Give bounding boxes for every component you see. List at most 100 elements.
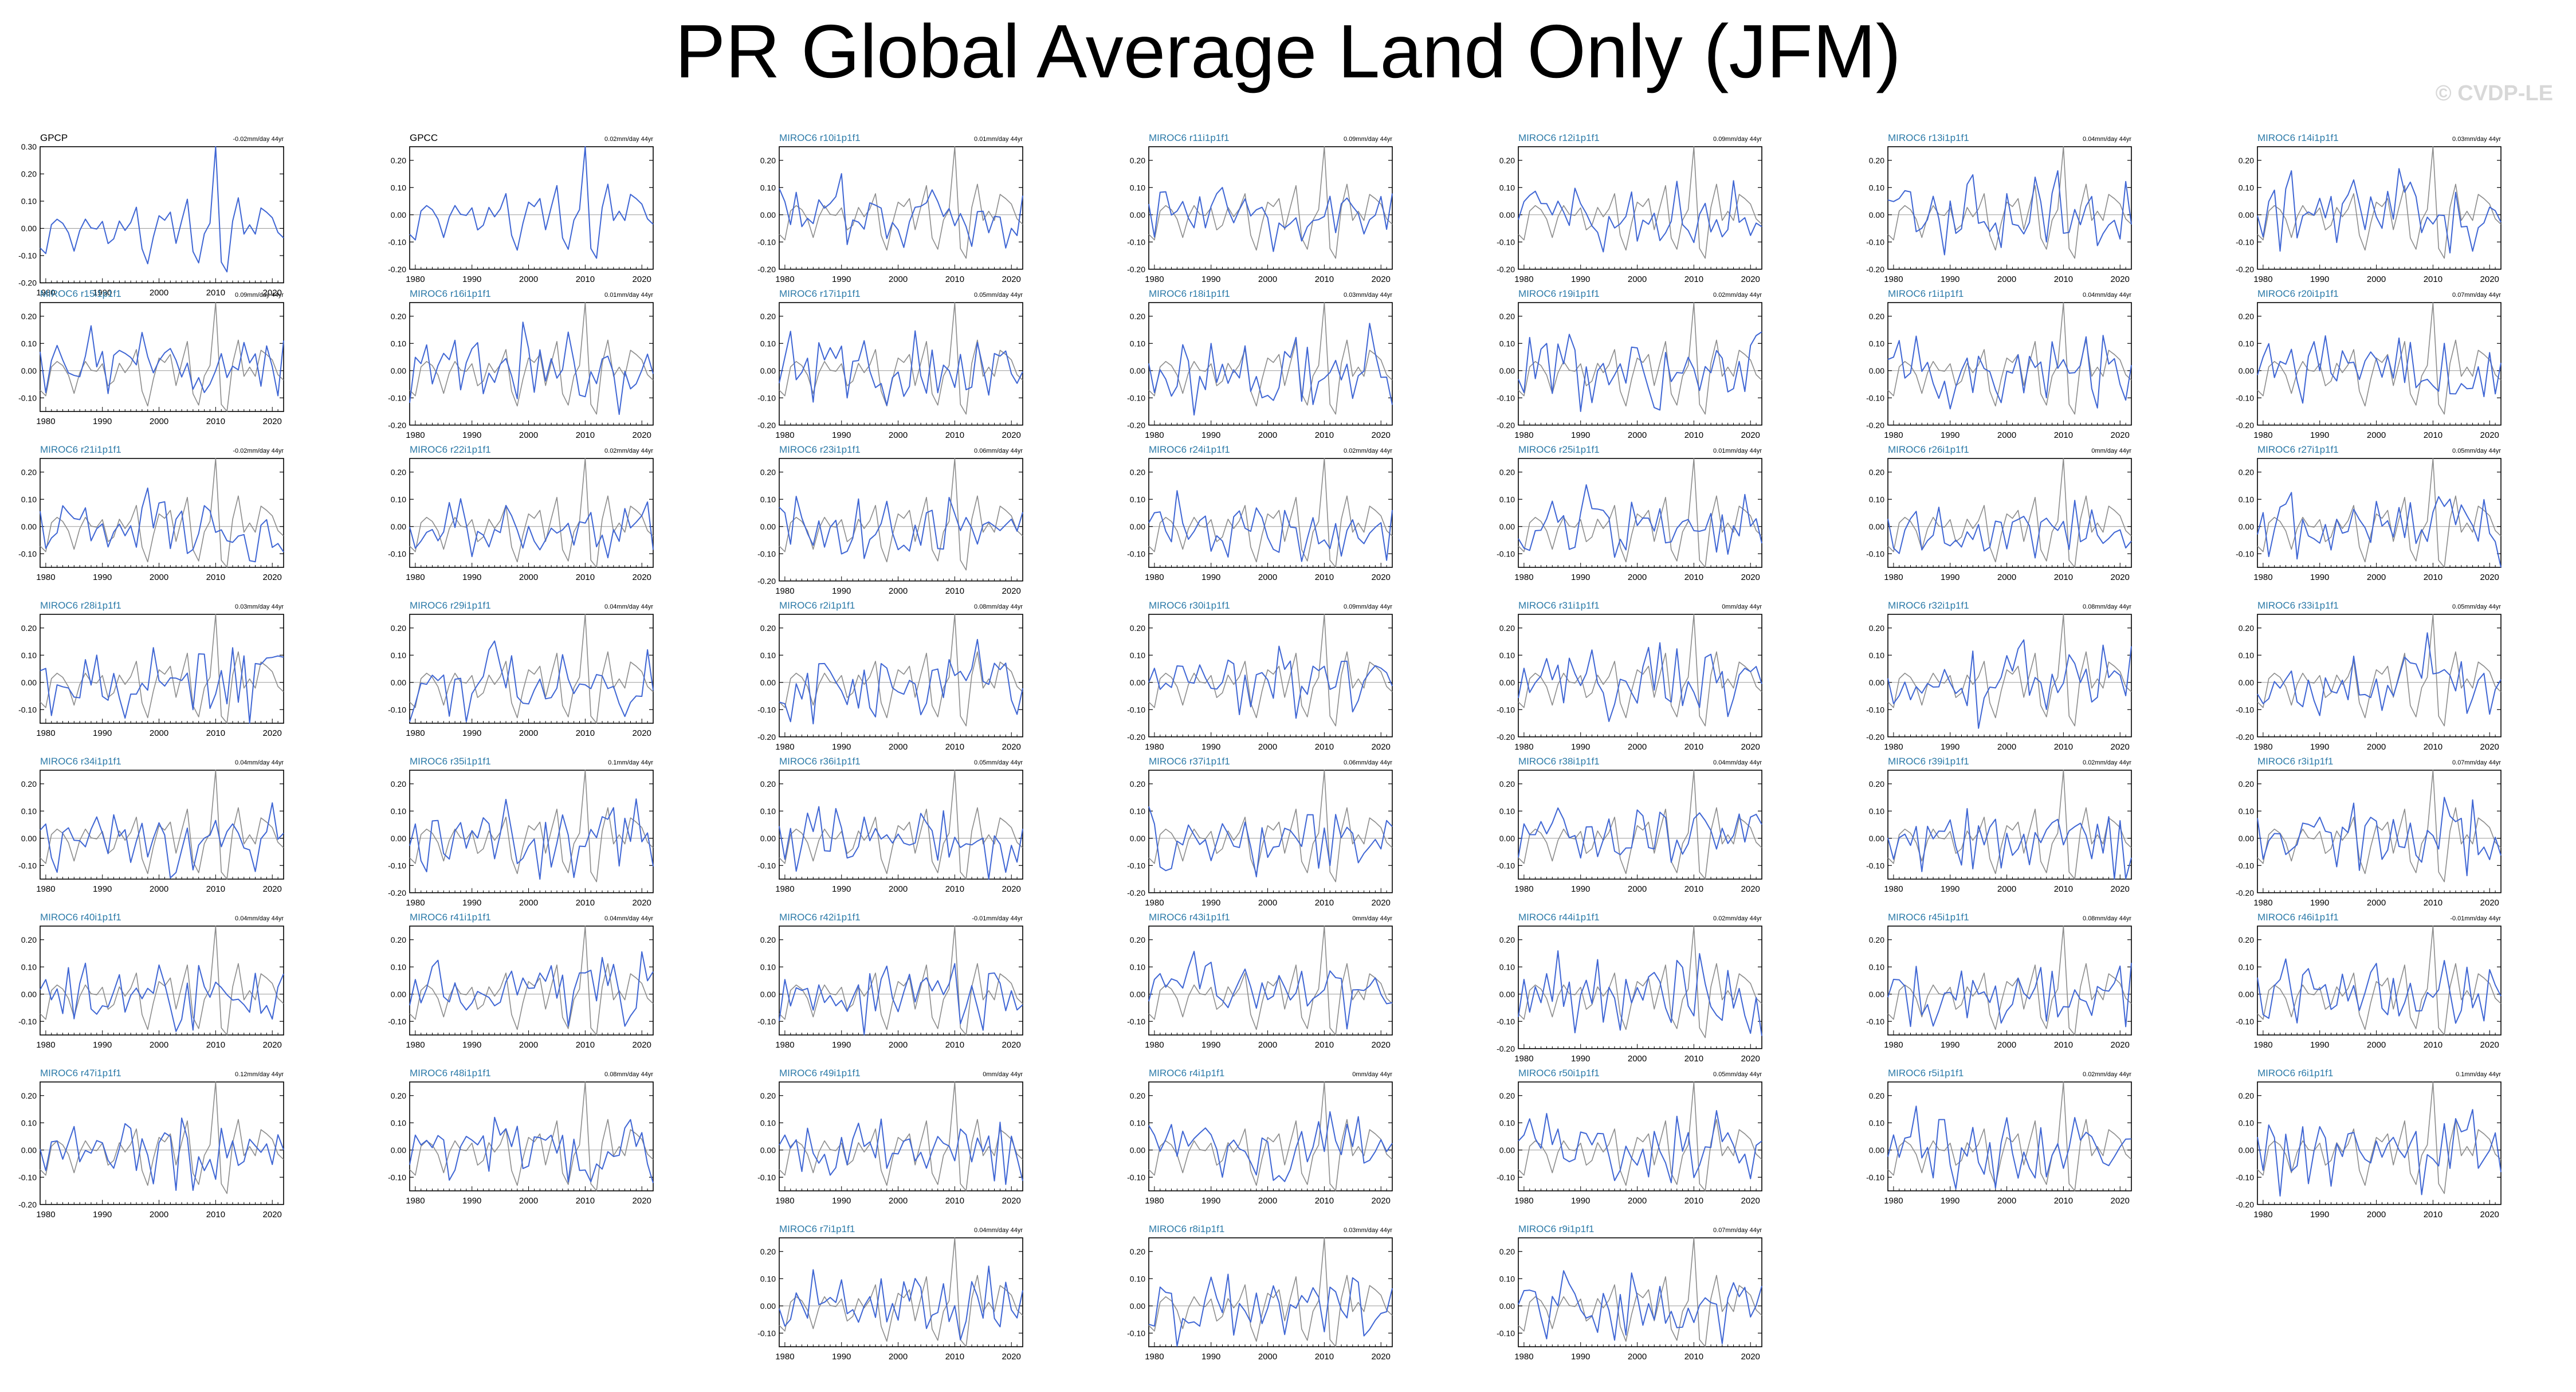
x-tick-label: 1990 (832, 275, 851, 284)
y-tick-label: 0.10 (1499, 495, 1515, 504)
x-tick-label: 1980 (1145, 1040, 1164, 1050)
trend-label: -0.02mm/day 44yr (233, 136, 284, 143)
panel-title: MIROC6 r43i1p1f1 (1149, 912, 1230, 923)
reference-series-line (409, 1081, 654, 1191)
y-tick-label: -0.10 (388, 549, 406, 558)
x-tick-label: 1980 (1514, 1352, 1533, 1362)
plot-frame (1148, 614, 1393, 738)
plot-frame (1148, 1237, 1393, 1347)
panel-title: MIROC6 r31i1p1f1 (1518, 600, 1600, 611)
x-tick-label: 2000 (1997, 275, 2016, 284)
panel-title: MIROC6 r2i1p1f1 (779, 600, 855, 611)
y-tick-label: 0.10 (760, 962, 776, 971)
trend-label: 0mm/day 44yr (1722, 603, 1762, 610)
y-tick-label: -0.10 (757, 1017, 776, 1026)
panel-14: MIROC6 r21i1p1f1 -0.02mm/day 44yr 0.20 0.10… (18, 444, 284, 582)
trend-label: 0.01mm/day 44yr (604, 292, 653, 299)
y-tick-label: -0.10 (1127, 237, 1145, 246)
plot-frame (1518, 1081, 1762, 1191)
x-tick-label: 1990 (2310, 742, 2329, 752)
reference-series-line (779, 614, 1023, 727)
y-tick-label: 0.00 (2239, 210, 2254, 219)
model-series-line (40, 1117, 284, 1191)
model-series-line (779, 496, 1023, 559)
x-tick-label: 2000 (519, 573, 538, 582)
x-tick-label: 1980 (1145, 742, 1164, 752)
x-tick-label: 2000 (2367, 1040, 2386, 1050)
y-tick-label: 0.20 (391, 312, 406, 321)
reference-series-line (779, 1237, 1023, 1347)
panel-title: MIROC6 r21i1p1f1 (40, 444, 121, 455)
trend-label: 0.09mm/day 44yr (1344, 603, 1392, 610)
x-tick-label: 2020 (1372, 573, 1391, 582)
y-tick-label: 0.00 (1869, 678, 1884, 687)
panel-7: MIROC6 r15i1p1f1 0.09mm/day 44yr 0.20 0.10 0… (18, 288, 284, 426)
panel-title: MIROC6 r46i1p1f1 (2257, 912, 2339, 923)
y-tick-label: 0.20 (1499, 779, 1515, 789)
y-tick-label: 0.10 (2239, 495, 2254, 504)
x-tick-label: 2020 (2480, 275, 2499, 284)
plot-frame (2257, 614, 2502, 738)
x-tick-label: 2020 (1002, 275, 1021, 284)
x-tick-label: 2000 (1258, 898, 1277, 908)
reference-series-line (1887, 770, 2132, 880)
y-tick-label: 0.10 (1499, 1274, 1515, 1283)
x-tick-label: 2010 (2054, 573, 2073, 582)
x-tick-label: 2010 (945, 1040, 964, 1050)
plot-frame (779, 770, 1023, 880)
panel-title: MIROC6 r27i1p1f1 (2257, 444, 2339, 455)
reference-series-line (1148, 146, 1393, 259)
y-tick-label: -0.10 (388, 1173, 406, 1182)
x-tick-label: 1990 (462, 275, 481, 284)
panel-31: MIROC6 r37i1p1f1 0.06mm/day 44yr 0.20 0.10 0… (1127, 756, 1393, 908)
y-tick-label: 0.20 (21, 779, 37, 789)
x-tick-label: 2020 (633, 1196, 651, 1206)
y-tick-label: 0.20 (1130, 1247, 1145, 1256)
y-tick-label: 0.20 (760, 1091, 776, 1100)
x-tick-label: 2010 (2424, 1040, 2443, 1050)
y-tick-label: 0.20 (760, 935, 776, 944)
plot-frame (779, 614, 1023, 738)
x-tick-label: 1990 (93, 728, 112, 738)
x-tick-label: 1980 (36, 417, 55, 426)
y-tick-label: 0.00 (21, 1146, 37, 1155)
x-tick-label: 1990 (1201, 430, 1220, 440)
x-tick-label: 2000 (150, 573, 168, 582)
x-tick-label: 2000 (1258, 573, 1277, 582)
panel-2: MIROC6 r10i1p1f1 0.01mm/day 44yr 0.20 0.10 0… (757, 132, 1023, 284)
y-tick-label: -0.10 (1127, 705, 1145, 714)
y-tick-label: 0.10 (21, 650, 37, 660)
panel-43: MIROC6 r48i1p1f1 0.08mm/day 44yr 0.20 0.10 0… (388, 1068, 654, 1206)
panel-title: MIROC6 r26i1p1f1 (1888, 444, 1969, 455)
y-tick-label: 0.00 (2239, 366, 2254, 375)
model-series-line (1518, 484, 1762, 558)
x-tick-label: 2000 (1997, 884, 2016, 894)
y-tick-label: -0.20 (388, 888, 406, 897)
y-tick-label: 0.00 (1499, 210, 1515, 219)
y-tick-label: -0.10 (757, 549, 776, 558)
x-tick-label: 1990 (1201, 898, 1220, 908)
panel-title: MIROC6 r34i1p1f1 (40, 756, 121, 767)
x-tick-label: 2010 (206, 417, 225, 426)
y-tick-label: -0.20 (2236, 421, 2254, 430)
panel-29: MIROC6 r35i1p1f1 0.1mm/day 44yr 0.20 0.10 0.… (388, 756, 654, 908)
y-tick-label: 0.00 (1869, 834, 1884, 843)
x-tick-label: 1990 (462, 430, 481, 440)
y-tick-label: 0.20 (760, 468, 776, 477)
panel-10: MIROC6 r18i1p1f1 0.03mm/day 44yr 0.20 0.10 0… (1127, 288, 1393, 440)
x-tick-label: 2020 (2480, 430, 2499, 440)
x-tick-label: 2010 (1684, 884, 1703, 894)
plot-frame (1887, 1081, 2132, 1191)
y-tick-label: -0.10 (757, 237, 776, 246)
x-tick-label: 2010 (206, 728, 225, 738)
y-tick-label: 0.00 (2239, 990, 2254, 999)
y-tick-label: 0.20 (2239, 468, 2254, 477)
model-series-line (1887, 963, 2132, 1028)
plot-frame (2257, 770, 2502, 893)
plot-frame (2257, 146, 2502, 270)
panel-title: MIROC6 r49i1p1f1 (779, 1068, 861, 1079)
reference-series-line (1518, 146, 1762, 259)
reference-series-line (40, 770, 284, 880)
x-tick-label: 2020 (1741, 1352, 1760, 1362)
y-tick-label: -0.10 (388, 705, 406, 714)
